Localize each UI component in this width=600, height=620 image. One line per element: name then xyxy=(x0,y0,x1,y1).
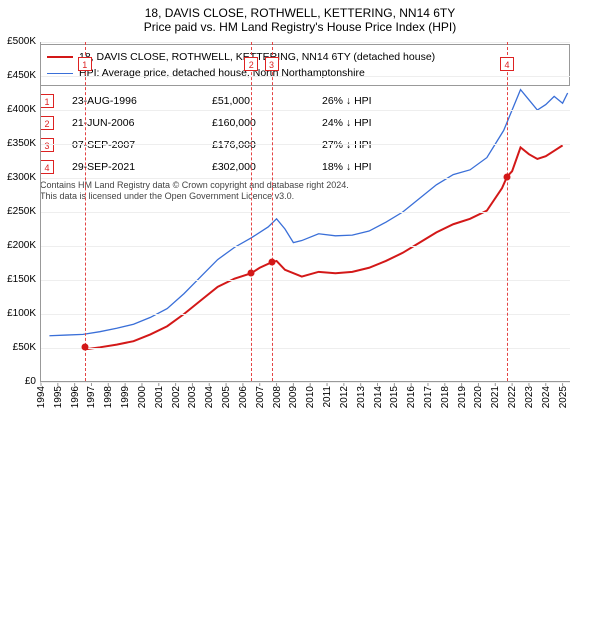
event-marker-box: 2 xyxy=(244,57,258,71)
y-axis-tick-label: £200K xyxy=(0,240,36,251)
chart-plot-area: 1 23 4 xyxy=(40,42,570,382)
x-axis-tick-label: 2024 xyxy=(541,386,552,408)
x-axis-tick-label: 1995 xyxy=(53,386,64,408)
y-axis-tick-label: £0 xyxy=(0,376,36,387)
chart-subtitle: Price paid vs. HM Land Registry's House … xyxy=(0,20,600,38)
x-axis-tick-label: 2005 xyxy=(221,386,232,408)
x-axis-tick-label: 2017 xyxy=(423,386,434,408)
y-axis-tick-label: £50K xyxy=(0,342,36,353)
x-axis-tick-label: 2014 xyxy=(373,386,384,408)
x-axis-tick-label: 1996 xyxy=(70,386,81,408)
x-axis-tick-label: 2008 xyxy=(272,386,283,408)
x-axis-tick-label: 2012 xyxy=(339,386,350,408)
sale-point-marker xyxy=(248,270,255,277)
x-axis-tick-label: 2003 xyxy=(187,386,198,408)
x-axis-tick-label: 2007 xyxy=(255,386,266,408)
event-marker-box: 1 xyxy=(78,57,92,71)
y-axis-tick-label: £450K xyxy=(0,70,36,81)
x-axis-tick-label: 2018 xyxy=(440,386,451,408)
x-axis-tick-label: 1994 xyxy=(36,386,47,408)
y-axis-tick-label: £250K xyxy=(0,206,36,217)
sale-point-marker xyxy=(504,173,511,180)
y-axis-tick-label: £100K xyxy=(0,308,36,319)
y-axis-tick-label: £150K xyxy=(0,274,36,285)
x-axis-tick-label: 1997 xyxy=(86,386,97,408)
event-vertical-rule xyxy=(251,42,252,381)
x-axis-tick-label: 2025 xyxy=(558,386,569,408)
x-axis-tick-label: 2019 xyxy=(457,386,468,408)
x-axis-tick-label: 2022 xyxy=(507,386,518,408)
event-vertical-rule xyxy=(85,42,86,381)
chart-title: 18, DAVIS CLOSE, ROTHWELL, KETTERING, NN… xyxy=(0,0,600,20)
x-axis-tick-label: 2002 xyxy=(171,386,182,408)
x-axis-tick-label: 2021 xyxy=(490,386,501,408)
y-axis-tick-label: £400K xyxy=(0,104,36,115)
y-axis-tick-label: £350K xyxy=(0,138,36,149)
sale-point-marker xyxy=(268,259,275,266)
series-line-price_paid xyxy=(85,145,563,349)
x-axis-tick-label: 2015 xyxy=(389,386,400,408)
x-axis-tick-label: 2023 xyxy=(524,386,535,408)
x-axis-tick-label: 2016 xyxy=(406,386,417,408)
x-axis-tick-label: 1998 xyxy=(103,386,114,408)
event-marker-box: 4 xyxy=(500,57,514,71)
sale-point-marker xyxy=(81,344,88,351)
x-axis-tick-label: 2000 xyxy=(137,386,148,408)
event-marker-box: 3 xyxy=(265,57,279,71)
y-axis-tick-label: £500K xyxy=(0,36,36,47)
x-axis-tick-label: 2010 xyxy=(305,386,316,408)
x-axis-tick-label: 2004 xyxy=(204,386,215,408)
x-axis-tick-label: 2013 xyxy=(356,386,367,408)
y-axis-tick-label: £300K xyxy=(0,172,36,183)
x-axis-tick-label: 2011 xyxy=(322,386,333,408)
event-vertical-rule xyxy=(507,42,508,381)
x-axis-tick-label: 1999 xyxy=(120,386,131,408)
event-vertical-rule xyxy=(272,42,273,381)
x-axis-tick-label: 2006 xyxy=(238,386,249,408)
x-axis-tick-label: 2020 xyxy=(473,386,484,408)
x-axis-tick-label: 2009 xyxy=(288,386,299,408)
x-axis-tick-label: 2001 xyxy=(154,386,165,408)
